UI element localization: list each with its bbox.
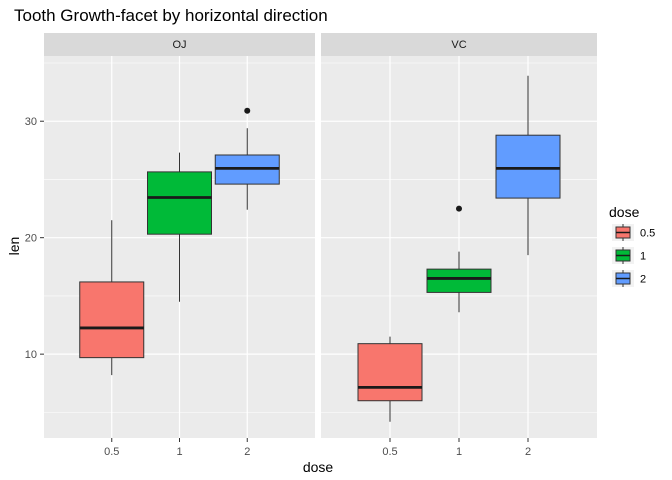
legend-item-label: 2 bbox=[640, 274, 646, 286]
box-oj-2 bbox=[214, 107, 280, 210]
x-axis-title: dose bbox=[303, 459, 334, 475]
x-tick-label: 2 bbox=[244, 446, 250, 458]
facet-strip-label: OJ bbox=[172, 39, 186, 51]
box-oj-1 bbox=[147, 152, 212, 302]
box-vc-0.5 bbox=[357, 336, 423, 422]
facet-strip-label: VC bbox=[451, 39, 466, 51]
legend-title: dose bbox=[609, 204, 640, 220]
legend-item-2: 2 bbox=[612, 270, 646, 287]
legend-item-label: 1 bbox=[640, 251, 646, 263]
box-body bbox=[147, 171, 212, 235]
x-tick-label: 1 bbox=[176, 446, 182, 458]
box-oj-0.5 bbox=[79, 220, 145, 376]
legend-item-0.5: 0.5 bbox=[612, 224, 655, 241]
box-body bbox=[495, 134, 561, 199]
x-axis: 0.5 1 2 0.5 1 2 bbox=[104, 438, 531, 458]
box-vc-2 bbox=[495, 75, 561, 256]
x-tick-label: 0.5 bbox=[104, 446, 119, 458]
box-body bbox=[426, 268, 492, 293]
legend-item-1: 1 bbox=[612, 247, 646, 264]
facet-strip bbox=[44, 33, 315, 56]
y-axis: 10 20 30 bbox=[25, 116, 44, 361]
y-tick-label: 20 bbox=[25, 233, 37, 245]
facet-strip bbox=[321, 33, 597, 56]
x-tick-label: 2 bbox=[525, 446, 531, 458]
y-tick-label: 10 bbox=[25, 349, 37, 361]
facet-panel-oj: OJ bbox=[44, 33, 315, 438]
box-vc-1 bbox=[426, 205, 492, 313]
outlier-point bbox=[456, 205, 462, 212]
legend: dose 0.5 1 2 bbox=[609, 204, 655, 287]
facet-panels: OJ VC bbox=[44, 33, 597, 438]
y-tick-label: 30 bbox=[25, 116, 37, 128]
box-body bbox=[79, 281, 145, 359]
x-tick-label: 0.5 bbox=[382, 446, 397, 458]
box-body bbox=[357, 343, 423, 402]
legend-item-label: 0.5 bbox=[640, 228, 655, 240]
y-axis-title: len bbox=[6, 237, 22, 256]
facet-panel-vc: VC bbox=[321, 33, 597, 438]
outlier-point bbox=[244, 107, 251, 114]
chart-title: Tooth Growth-facet by horizontal directi… bbox=[14, 6, 328, 25]
x-tick-label: 1 bbox=[456, 446, 462, 458]
